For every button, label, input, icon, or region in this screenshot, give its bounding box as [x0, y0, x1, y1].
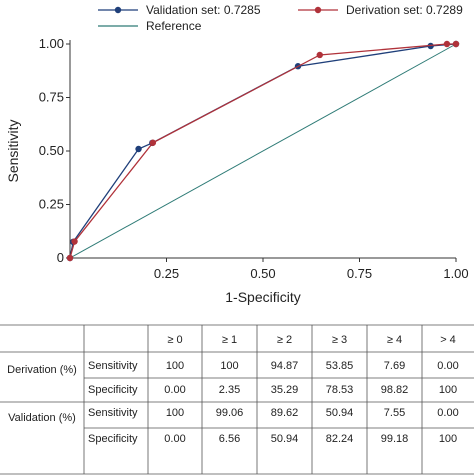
derivation-set-point	[149, 139, 157, 146]
table-value-cell: 35.29	[271, 384, 299, 396]
validation-set-point	[135, 145, 142, 153]
derivation-set-point	[316, 51, 323, 59]
legend-validation-set-marker	[114, 6, 122, 14]
table-header-cell: ≥ 4	[387, 334, 402, 346]
legend-derivation-set-label: Derivation set: 0.7289	[346, 3, 463, 17]
y-tick-label: 0.75	[39, 90, 64, 105]
table-metric-label: Specificity	[88, 433, 138, 445]
table-value-cell: 2.35	[219, 384, 240, 396]
table-metric-label: Sensitivity	[88, 360, 138, 372]
table-value-cell: 89.62	[271, 407, 299, 419]
x-tick-label: 0.50	[250, 266, 275, 281]
table-group-label: Derivation (%)	[7, 364, 77, 376]
derivation-set-point	[452, 40, 460, 48]
table-value-cell: 99.18	[381, 433, 409, 445]
table-value-cell: 98.82	[381, 384, 409, 396]
table-header-cell: ≥ 3	[332, 334, 347, 346]
legend: Validation set: 0.7285 Derivation set: 0.…	[98, 3, 463, 33]
table-value-cell: 99.06	[216, 407, 244, 419]
table-value-cell: 0.00	[437, 407, 458, 419]
table-header-cell: ≥ 2	[277, 334, 292, 346]
table-value-cell: 6.56	[219, 433, 240, 445]
table-value-cell: 94.87	[271, 360, 299, 372]
x-tick-label: 1.00	[443, 266, 468, 281]
table-group-label: Validation (%)	[8, 412, 76, 424]
table-value-cell: 53.85	[326, 360, 354, 372]
table-value-cell: 0.00	[437, 360, 458, 372]
roc-plot: 0.25 0.50 0.75 1.00 0 0.25 0.50 0.75 1.00 1-Speci…	[5, 36, 469, 305]
y-tick-label: 0.25	[39, 197, 64, 212]
derivation-set-point	[66, 254, 74, 262]
table-header-cell: ≥ 1	[222, 334, 237, 346]
table-value-cell: 50.94	[271, 433, 299, 445]
y-tick-label: 0	[57, 250, 64, 265]
table-value-cell: 100	[220, 360, 238, 372]
derivation-set-point	[443, 40, 451, 48]
results-table: ≥ 0 ≥ 1 ≥ 2 ≥ 3 ≥ 4 > 4 Derivation (%) Sensitiv…	[0, 324, 474, 475]
legend-derivation-set-marker	[314, 6, 322, 14]
x-tick-label: 0.75	[347, 266, 372, 281]
table-value-cell: 100	[439, 433, 457, 445]
table-value-cell: 100	[439, 384, 457, 396]
table-value-cell: 7.69	[384, 360, 405, 372]
y-tick-label: 1.00	[39, 36, 64, 51]
table-header-cell: ≥ 0	[167, 334, 182, 346]
table-value-cell: 50.94	[326, 407, 354, 419]
table-value-cell: 100	[166, 407, 184, 419]
table-value-cell: 0.00	[164, 433, 185, 445]
x-tick-label: 0.25	[154, 266, 179, 281]
table-value-cell: 7.55	[384, 407, 405, 419]
x-axis-title: 1-Specificity	[225, 289, 300, 305]
reference-line	[69, 43, 457, 259]
legend-reference-label: Reference	[146, 19, 202, 33]
table-value-cell: 100	[166, 360, 184, 372]
table-value-cell: 0.00	[164, 384, 185, 396]
table-metric-label: Specificity	[88, 384, 138, 396]
y-axis-title: Sensitivity	[5, 119, 21, 182]
table-header-cell: > 4	[440, 334, 456, 346]
derivation-set-point	[71, 238, 78, 245]
table-value-cell: 78.53	[326, 384, 354, 396]
table-metric-label: Sensitivity	[88, 407, 138, 419]
y-tick-label: 0.50	[39, 143, 64, 158]
legend-validation-set-label: Validation set: 0.7285	[146, 3, 261, 17]
table-value-cell: 82.24	[326, 433, 354, 445]
